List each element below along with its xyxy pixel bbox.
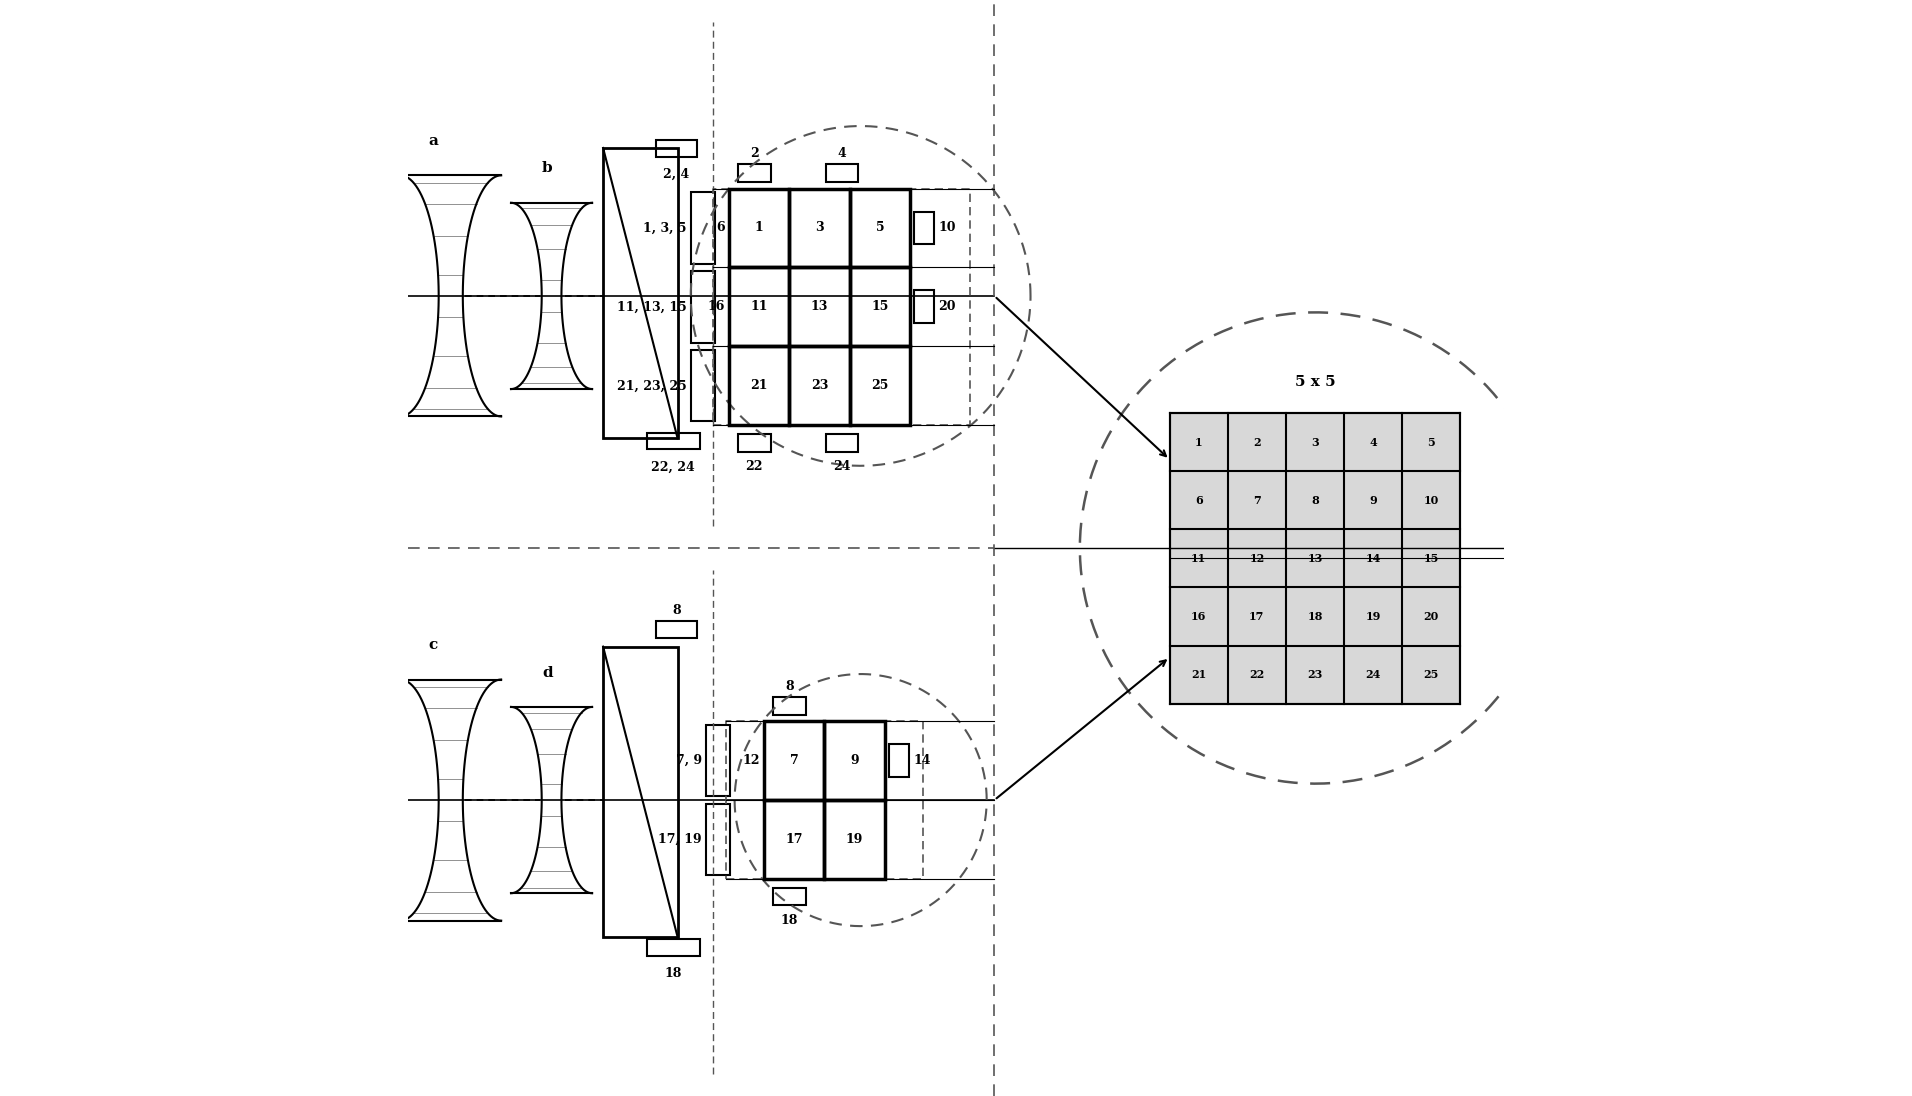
Text: 7: 7	[790, 754, 799, 767]
Bar	[765, 800, 824, 879]
Text: a: a	[428, 134, 438, 148]
Text: 8: 8	[1312, 494, 1319, 506]
Text: 21: 21	[751, 379, 769, 392]
Text: 2, 4: 2, 4	[663, 168, 690, 181]
Text: 15: 15	[872, 300, 889, 313]
Text: 5 x 5: 5 x 5	[1294, 375, 1336, 389]
Text: 18: 18	[665, 967, 683, 980]
Text: 18: 18	[1308, 610, 1323, 623]
Text: 23: 23	[811, 379, 828, 392]
Text: b: b	[541, 161, 553, 175]
Bar	[1170, 413, 1461, 704]
Bar	[790, 189, 849, 267]
Text: 23: 23	[1308, 669, 1323, 681]
Bar	[772, 888, 805, 905]
Bar	[849, 267, 910, 346]
Bar	[790, 267, 849, 346]
Bar	[690, 193, 715, 264]
Text: 1, 3, 5: 1, 3, 5	[642, 221, 686, 235]
Bar	[728, 267, 790, 346]
Text: 5: 5	[1426, 436, 1436, 448]
Text: 3: 3	[1312, 436, 1319, 448]
Text: 19: 19	[845, 833, 864, 846]
Text: 9: 9	[1369, 494, 1377, 506]
Text: 10: 10	[1424, 494, 1438, 506]
Text: 22: 22	[1249, 669, 1264, 681]
Bar	[826, 434, 858, 452]
Bar	[728, 189, 790, 267]
Bar	[656, 621, 698, 638]
Bar	[728, 346, 790, 425]
Bar	[824, 800, 885, 879]
Text: 21: 21	[1191, 669, 1206, 681]
Bar	[646, 939, 700, 956]
Bar	[849, 189, 910, 267]
Text: 10: 10	[939, 221, 956, 235]
Bar	[772, 697, 805, 715]
Bar	[738, 434, 771, 452]
Text: 8: 8	[673, 604, 681, 617]
Bar	[765, 721, 824, 800]
Text: 5: 5	[876, 221, 883, 235]
Text: 13: 13	[811, 300, 828, 313]
Text: 6: 6	[1195, 494, 1203, 506]
Text: 16: 16	[1191, 610, 1206, 623]
Text: 21, 23, 25: 21, 23, 25	[618, 379, 686, 392]
Text: 1: 1	[1195, 436, 1203, 448]
Text: 20: 20	[939, 300, 956, 313]
Text: 24: 24	[834, 460, 851, 473]
Text: d: d	[541, 665, 553, 680]
Text: 8: 8	[786, 680, 793, 693]
Bar	[738, 164, 771, 182]
Bar	[602, 647, 677, 937]
Text: 18: 18	[780, 914, 797, 927]
Text: 9: 9	[851, 754, 858, 767]
Text: 22, 24: 22, 24	[652, 460, 696, 473]
Text: 6: 6	[717, 221, 725, 235]
Text: 17: 17	[1249, 610, 1264, 623]
Text: 2: 2	[750, 147, 759, 160]
Bar	[706, 726, 730, 796]
Bar	[690, 272, 715, 343]
Text: 24: 24	[1365, 669, 1380, 681]
Text: 14: 14	[1365, 552, 1380, 564]
Text: 12: 12	[1249, 552, 1264, 564]
Text: 11: 11	[1191, 552, 1206, 564]
Bar	[849, 346, 910, 425]
Text: c: c	[428, 638, 438, 652]
Bar	[826, 164, 858, 182]
Bar	[646, 433, 700, 449]
Text: 16: 16	[707, 300, 725, 313]
Text: 17, 19: 17, 19	[658, 833, 702, 846]
Bar	[889, 744, 908, 777]
Bar	[656, 140, 698, 157]
Text: 7, 9: 7, 9	[675, 754, 702, 767]
Bar	[914, 290, 935, 323]
Bar	[824, 721, 885, 800]
Bar	[602, 148, 677, 438]
Text: 17: 17	[786, 833, 803, 846]
Text: 1: 1	[755, 221, 763, 235]
Text: 2: 2	[1252, 436, 1260, 448]
Text: 3: 3	[815, 221, 824, 235]
Text: 7: 7	[1252, 494, 1260, 506]
Bar	[790, 346, 849, 425]
Text: 19: 19	[1365, 610, 1380, 623]
Text: 14: 14	[914, 754, 931, 767]
Text: 22: 22	[746, 460, 763, 473]
Bar	[914, 212, 935, 244]
Bar	[706, 803, 730, 875]
Text: 12: 12	[742, 754, 759, 767]
Bar	[690, 351, 715, 422]
Text: 25: 25	[1423, 669, 1440, 681]
Text: 11, 13, 15: 11, 13, 15	[618, 300, 686, 313]
Text: 15: 15	[1423, 552, 1440, 564]
Text: 4: 4	[1369, 436, 1377, 448]
Text: 11: 11	[751, 300, 769, 313]
Text: 4: 4	[837, 147, 847, 160]
Text: 25: 25	[872, 379, 889, 392]
Text: 20: 20	[1424, 610, 1438, 623]
Text: 13: 13	[1308, 552, 1323, 564]
